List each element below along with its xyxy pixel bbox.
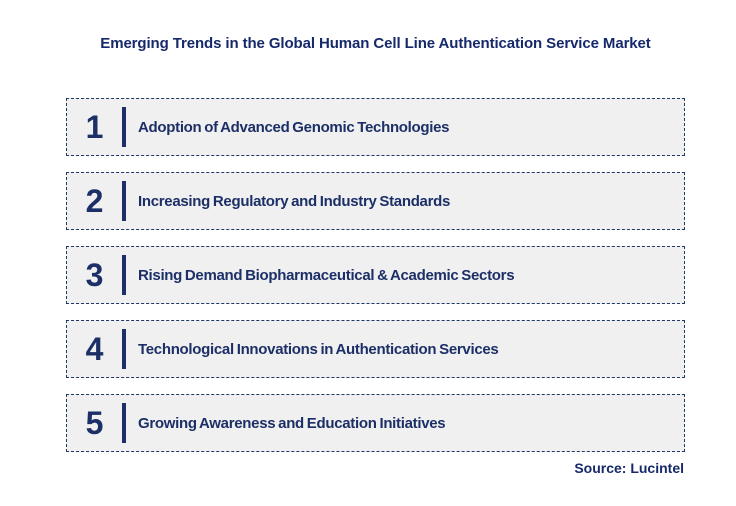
page-title: Emerging Trends in the Global Human Cell… [100,35,651,52]
divider-bar [122,107,126,147]
divider-bar [122,181,126,221]
trend-label: Rising Demand Biopharmaceutical & Academ… [138,266,515,284]
divider-bar [122,403,126,443]
trend-box-4: 4 Technological Innovations in Authentic… [66,320,685,378]
trend-label: Technological Innovations in Authenticat… [138,340,499,358]
trend-box-5: 5 Growing Awareness and Education Initia… [66,394,685,452]
trend-number: 3 [85,257,104,293]
trend-box-3: 3 Rising Demand Biopharmaceutical & Acad… [66,246,685,304]
trend-number: 1 [85,109,104,145]
source-attribution: Source: Lucintel [574,460,684,476]
trend-label: Growing Awareness and Education Initiati… [138,414,446,432]
trend-box-1: 1 Adoption of Advanced Genomic Technolog… [66,98,685,156]
divider-bar [122,255,126,295]
trend-label: Adoption of Advanced Genomic Technologie… [138,118,450,136]
trend-number: 2 [85,183,104,219]
divider-bar [122,329,126,369]
trend-number: 5 [85,405,104,441]
trend-box-2: 2 Increasing Regulatory and Industry Sta… [66,172,685,230]
trend-number: 4 [85,331,104,367]
trend-label: Increasing Regulatory and Industry Stand… [138,192,451,210]
trend-list: 1 Adoption of Advanced Genomic Technolog… [66,98,685,452]
